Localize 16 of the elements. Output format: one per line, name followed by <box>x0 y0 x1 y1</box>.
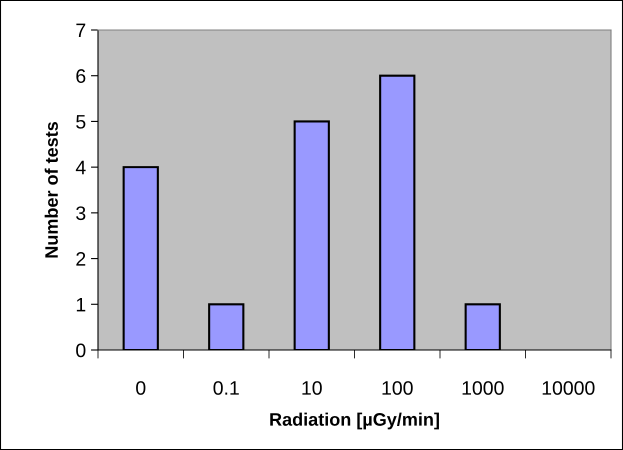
y-tick-label: 6 <box>76 69 86 83</box>
x-tick-label: 100 <box>382 381 413 395</box>
x-tick-label: 0.1 <box>213 381 239 395</box>
x-tick-label: 10 <box>302 381 322 395</box>
x-tick-label: 10000 <box>542 381 595 395</box>
x-tick-label: 1000 <box>462 381 504 395</box>
y-tick-label: 7 <box>76 24 86 38</box>
y-tick-label: 3 <box>76 206 86 220</box>
y-tick-label: 0 <box>76 343 86 358</box>
y-tick-label: 2 <box>76 252 86 266</box>
y-tick-label: 4 <box>76 160 86 174</box>
y-axis-title: Number of tests <box>44 122 58 258</box>
x-tick-label: 0 <box>136 381 146 395</box>
x-axis-title: Radiation [µGy/min] <box>270 412 439 430</box>
y-tick-label: 5 <box>76 115 86 129</box>
y-tick-label: 1 <box>76 298 86 312</box>
